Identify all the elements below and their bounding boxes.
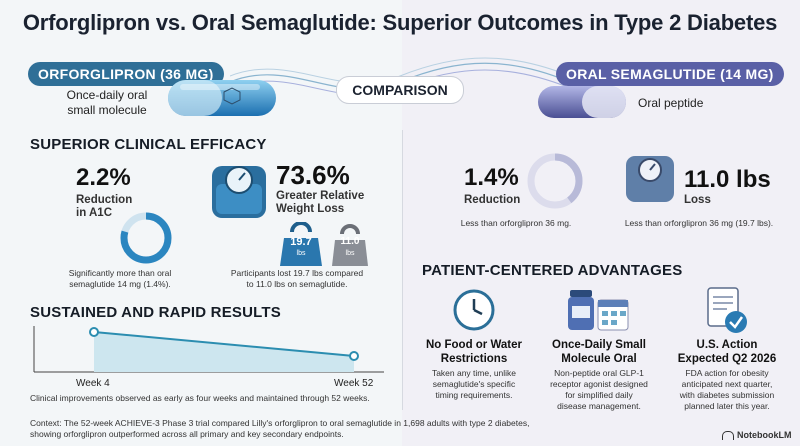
card-2-text-line1: Non-peptide oral GLP-1 — [554, 368, 644, 378]
week-start-label: Week 4 — [76, 378, 110, 389]
weight-note: Participants lost 19.7 lbs compared to 1… — [212, 268, 382, 290]
card-2-text: Non-peptide oral GLP-1 receptor agonist … — [540, 368, 658, 412]
a1c-ring-chart — [120, 212, 172, 264]
a1c-note: Significantly more than oral semaglutide… — [30, 268, 210, 290]
weight-label-line1: Greater Relative — [276, 190, 365, 202]
card-2-title: Once-Daily Small Molecule Oral — [542, 338, 656, 366]
sustained-heading: SUSTAINED AND RAPID RESULTS — [30, 304, 281, 321]
page-title: Orforglipron vs. Oral Semaglutide: Super… — [22, 10, 778, 35]
sema-a1c-value: 1.4% — [464, 164, 519, 191]
sema-scale-icon — [626, 156, 674, 202]
weight-a-unit: lbs — [296, 250, 306, 257]
card-1-title-line2: Restrictions — [440, 353, 508, 365]
orforglipron-desc-line1: Once-daily oral — [66, 88, 148, 102]
footer-line2: showing orforglipron outperformed across… — [30, 429, 344, 439]
brand-name: NotebookLM — [737, 430, 792, 440]
capsule-purple-icon — [538, 86, 626, 118]
kettlebell-gray-icon — [332, 224, 368, 266]
card-2-title-line1: Once-Daily Small — [552, 339, 646, 351]
kettlebell-blue-icon — [280, 222, 322, 266]
comparison-badge: COMPARISON — [336, 76, 464, 104]
a1c-note-line2: semaglutide 14 mg (1.4%). — [69, 279, 171, 289]
footer-context: Context: The 52-week ACHIEVE-3 Phase 3 t… — [30, 418, 590, 440]
card-2-text-line2: receptor agonist designed — [550, 379, 648, 389]
semaglutide-label: ORAL SEMAGLUTIDE (14 MG) — [556, 62, 784, 86]
weight-value: 73.6% — [276, 160, 350, 190]
sustained-line-chart — [33, 326, 384, 373]
card-2-text-line4: disease management. — [557, 401, 641, 411]
orforglipron-desc-line2: small molecule — [67, 103, 147, 117]
sema-weight-value: 11.0 lbs — [684, 166, 771, 193]
weight-note-line1: Participants lost 19.7 lbs compared — [230, 268, 364, 278]
capsule-blue-icon — [168, 80, 276, 116]
weight-note-line2: to 11.0 lbs on semaglutide. — [246, 279, 348, 289]
a1c-label-line1: Reduction — [76, 194, 133, 206]
sema-a1c-note: Less than orforglipron 36 mg. — [460, 218, 572, 228]
card-1-text: Taken any time, unlike semaglutide's spe… — [420, 368, 528, 401]
footer-line1: Context: The 52-week ACHIEVE-3 Phase 3 t… — [30, 418, 530, 428]
clock-icon — [453, 289, 495, 331]
card-1-text-line3: timing requirements. — [435, 390, 513, 400]
card-1-title-line1: No Food or Water — [425, 339, 523, 351]
a1c-note-line1: Significantly more than oral — [68, 268, 172, 278]
orforglipron-description: Once-daily oral small molecule — [52, 88, 162, 118]
pill-bottle-calendar-icon — [568, 290, 629, 331]
center-divider — [402, 130, 403, 410]
weight-b-unit: lbs — [345, 250, 355, 257]
card-3-text-line4: planned later this year. — [684, 401, 770, 411]
weight-b-value: 11.0 — [340, 236, 360, 247]
weight-label: Greater Relative Weight Loss — [276, 190, 364, 216]
card-2-title-line2: Molecule Oral — [561, 353, 637, 365]
a1c-label-line2: in A1C — [76, 207, 112, 219]
brand-logo-icon — [722, 430, 734, 440]
card-3-text-line1: FDA action for obesity — [685, 368, 769, 378]
card-1-text-line1: Taken any time, unlike — [431, 368, 517, 378]
a1c-label: Reduction in A1C — [76, 194, 132, 220]
card-3-title: U.S. Action Expected Q2 2026 — [670, 338, 784, 366]
card-1-text-line2: semaglutide's specific — [432, 379, 516, 389]
card-3-title-line1: U.S. Action — [696, 339, 758, 351]
card-3-title-line2: Expected Q2 2026 — [677, 353, 777, 365]
week-end-label: Week 52 — [334, 378, 374, 389]
brand-badge: NotebookLM — [722, 430, 792, 440]
weight-label-line2: Weight Loss — [276, 203, 345, 215]
card-3-text-line3: with diabetes submission — [679, 390, 775, 400]
card-2-text-line3: for simplified daily — [565, 390, 633, 400]
card-1-title: No Food or Water Restrictions — [420, 338, 528, 366]
sema-a1c-label: Reduction — [464, 194, 521, 206]
document-check-icon — [707, 287, 747, 333]
scale-icon — [212, 166, 266, 218]
weight-a-value: 19.7 — [290, 236, 312, 248]
sustained-note: Clinical improvements observed as early … — [30, 393, 370, 403]
advantages-heading: PATIENT-CENTERED ADVANTAGES — [422, 262, 683, 279]
sema-weight-note: Less than orforglipron 36 mg (19.7 lbs). — [624, 218, 774, 228]
sema-ring-chart — [527, 153, 583, 209]
card-3-text-line2: anticipated next quarter, — [681, 379, 773, 389]
sema-weight-label: Loss — [684, 194, 711, 206]
card-3-text: FDA action for obesity anticipated next … — [668, 368, 786, 412]
efficacy-heading: SUPERIOR CLINICAL EFFICACY — [30, 136, 267, 153]
semaglutide-description: Oral peptide — [638, 96, 704, 110]
a1c-value: 2.2% — [76, 164, 131, 191]
